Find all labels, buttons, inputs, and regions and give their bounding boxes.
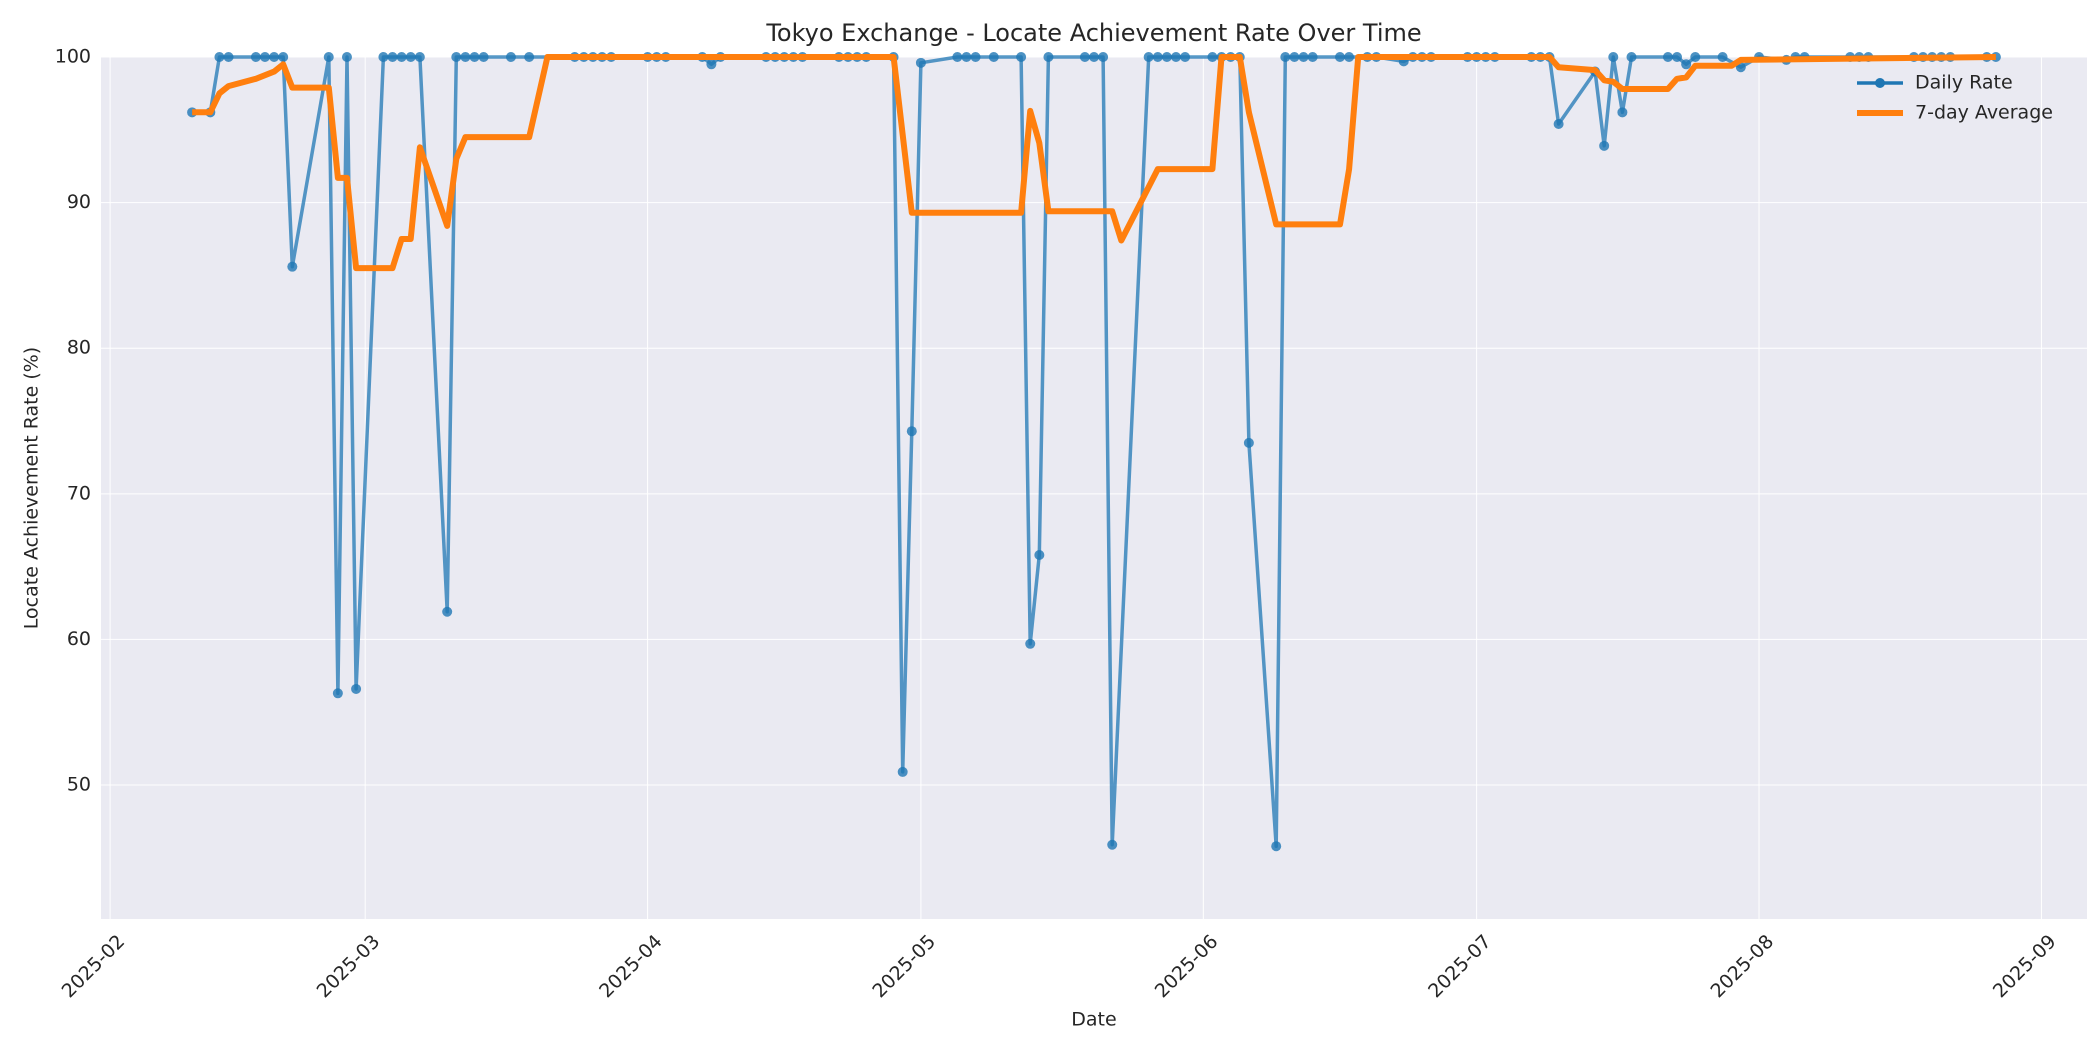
- data-point: [1334, 52, 1345, 62]
- data-point: [1025, 638, 1036, 649]
- data-point: [1344, 52, 1355, 62]
- y-tick-label: 100: [55, 46, 91, 68]
- data-point: [897, 766, 908, 777]
- data-point: [405, 52, 416, 62]
- data-point: [414, 52, 425, 62]
- data-point: [1043, 52, 1054, 62]
- data-point: [214, 52, 225, 62]
- data-point: [961, 52, 972, 62]
- data-point: [269, 52, 280, 62]
- data-point: [478, 52, 489, 62]
- x-tick-label: 2025-05: [868, 931, 940, 1003]
- data-point: [1717, 52, 1728, 62]
- data-point: [323, 52, 334, 62]
- data-point: [952, 52, 963, 62]
- data-point: [1098, 52, 1109, 62]
- data-point: [1271, 841, 1282, 852]
- data-point: [1307, 52, 1318, 62]
- chart-title: Tokyo Exchange - Locate Achievement Rate…: [765, 19, 1421, 47]
- y-tick-label: 90: [67, 191, 91, 213]
- data-point: [332, 688, 343, 699]
- series-line: [192, 54, 1996, 272]
- data-point: [1617, 107, 1628, 118]
- legend-label: Daily Rate: [1915, 72, 2013, 94]
- data-point: [1289, 52, 1300, 62]
- x-tick-label: 2025-04: [595, 931, 667, 1003]
- data-point: [223, 52, 234, 62]
- legend-label: 7-day Average: [1915, 102, 2053, 124]
- data-point: [1298, 52, 1309, 62]
- data-point: [1608, 52, 1619, 62]
- x-tick-label: 2025-08: [1706, 931, 1778, 1003]
- data-point: [988, 52, 999, 62]
- data-point: [1089, 52, 1099, 62]
- data-point: [1626, 52, 1637, 62]
- data-point: [1280, 52, 1291, 62]
- data-point: [460, 52, 471, 62]
- data-point: [524, 52, 535, 62]
- data-point: [1016, 52, 1027, 62]
- x-tick-label: 2025-03: [313, 931, 385, 1003]
- x-tick-label: 2025-02: [58, 931, 130, 1003]
- data-point: [915, 57, 926, 68]
- data-point: [1079, 52, 1090, 62]
- data-point: [1107, 839, 1118, 850]
- data-point: [1170, 52, 1181, 62]
- y-axis-label: Locate Achievement Rate (%): [21, 347, 43, 629]
- data-point: [351, 683, 362, 694]
- data-point: [1207, 52, 1218, 62]
- x-tick-label: 2025-06: [1151, 931, 1223, 1003]
- data-point: [396, 52, 407, 62]
- y-tick-label: 70: [67, 482, 91, 504]
- data-point: [442, 606, 453, 617]
- data-point: [1672, 52, 1683, 62]
- data-point: [1662, 52, 1673, 62]
- y-tick-label: 50: [67, 774, 91, 796]
- data-point: [906, 426, 917, 437]
- data-point: [1553, 118, 1564, 129]
- data-point: [341, 52, 352, 62]
- data-point: [1152, 52, 1163, 62]
- data-point: [1180, 52, 1191, 62]
- data-point: [451, 52, 462, 62]
- data-point: [1034, 549, 1045, 560]
- data-point: [278, 52, 289, 62]
- data-point: [1690, 52, 1701, 62]
- data-point: [1243, 437, 1254, 448]
- data-point: [250, 52, 261, 62]
- data-point: [387, 52, 398, 62]
- y-tick-label: 80: [67, 337, 91, 359]
- x-tick-label: 2025-07: [1424, 931, 1496, 1003]
- data-point: [1599, 140, 1610, 151]
- x-tick-label: 2025-09: [1989, 931, 2061, 1003]
- data-point: [469, 52, 480, 62]
- data-point: [1143, 52, 1154, 62]
- plot-area: [101, 57, 2087, 919]
- data-point: [505, 52, 516, 62]
- data-point: [287, 261, 298, 272]
- y-tick-label: 60: [67, 628, 91, 650]
- data-point: [706, 59, 717, 70]
- data-point: [259, 52, 270, 62]
- data-point: [1161, 52, 1172, 62]
- data-point: [970, 52, 981, 62]
- legend-marker: [1875, 78, 1885, 88]
- data-point: [378, 52, 389, 62]
- x-axis-label: Date: [1071, 1009, 1116, 1031]
- data-point: [1681, 59, 1692, 70]
